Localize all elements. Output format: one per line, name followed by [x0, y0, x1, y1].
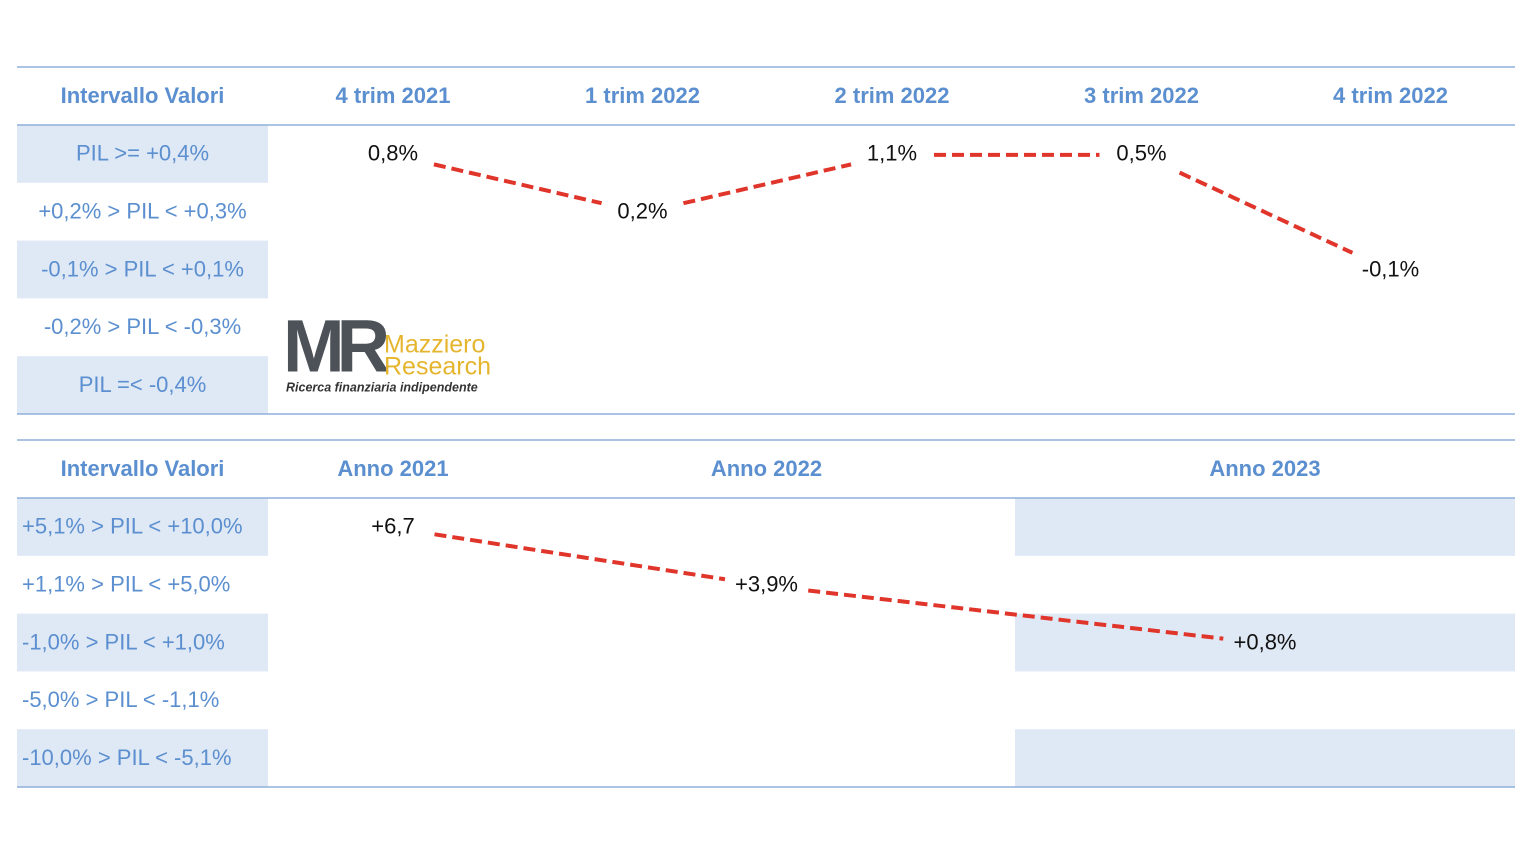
range-label: +5,1% > PIL < +10,0% — [22, 514, 243, 539]
row-shade — [17, 613, 268, 672]
trend-connector — [682, 162, 852, 206]
column-header: Anno 2023 — [1209, 456, 1320, 481]
range-label: PIL =< -0,4% — [79, 372, 207, 397]
range-label: -0,2% > PIL < -0,3% — [44, 314, 241, 339]
row-shade — [17, 498, 268, 556]
column-header: Anno 2021 — [337, 456, 448, 481]
logo-tagline: Ricerca finanziaria indipendente — [286, 380, 478, 394]
range-label: -5,0% > PIL < -1,1% — [22, 687, 219, 712]
cell-shade — [1015, 729, 1515, 787]
value-label: -0,1% — [1362, 256, 1419, 281]
column-header: 4 trim 2022 — [1333, 83, 1448, 108]
column-header: Intervallo Valori — [61, 456, 225, 481]
value-label: 1,1% — [867, 141, 917, 166]
logo-name: Research — [384, 353, 491, 381]
value-label: 0,5% — [1116, 141, 1166, 166]
value-label: +6,7 — [371, 514, 414, 539]
cell-shade — [1015, 498, 1515, 556]
column-header: 2 trim 2022 — [835, 83, 950, 108]
value-label: +0,8% — [1234, 629, 1297, 654]
column-header: Intervallo Valori — [61, 83, 225, 108]
trend-connector — [807, 588, 1224, 641]
value-label: 0,2% — [617, 199, 667, 224]
column-header: 1 trim 2022 — [585, 83, 700, 108]
trend-connector — [1178, 170, 1354, 255]
column-header: 3 trim 2022 — [1084, 83, 1199, 108]
row-shade — [17, 729, 268, 787]
range-label: -0,1% > PIL < +0,1% — [41, 256, 244, 281]
trend-connector — [434, 532, 726, 582]
value-label: 0,8% — [368, 141, 418, 166]
range-label: -10,0% > PIL < -5,1% — [22, 745, 232, 770]
column-header: 4 trim 2021 — [336, 83, 451, 108]
column-header: Anno 2022 — [711, 456, 822, 481]
row-shade — [17, 356, 268, 414]
range-label: -1,0% > PIL < +1,0% — [22, 629, 225, 654]
value-label: +3,9% — [735, 572, 798, 597]
trend-connector — [433, 162, 603, 206]
row-shade — [17, 240, 268, 299]
range-label: +1,1% > PIL < +5,0% — [22, 572, 230, 597]
logo-monogram: MR — [283, 305, 389, 388]
range-label: PIL >= +0,4% — [76, 141, 209, 166]
logo-name: Mazziero — [384, 331, 485, 359]
row-shade — [17, 125, 268, 183]
range-label: +0,2% > PIL < +0,3% — [38, 199, 246, 224]
logo: MR Mazziero Research Ricerca finanziaria… — [283, 305, 491, 395]
